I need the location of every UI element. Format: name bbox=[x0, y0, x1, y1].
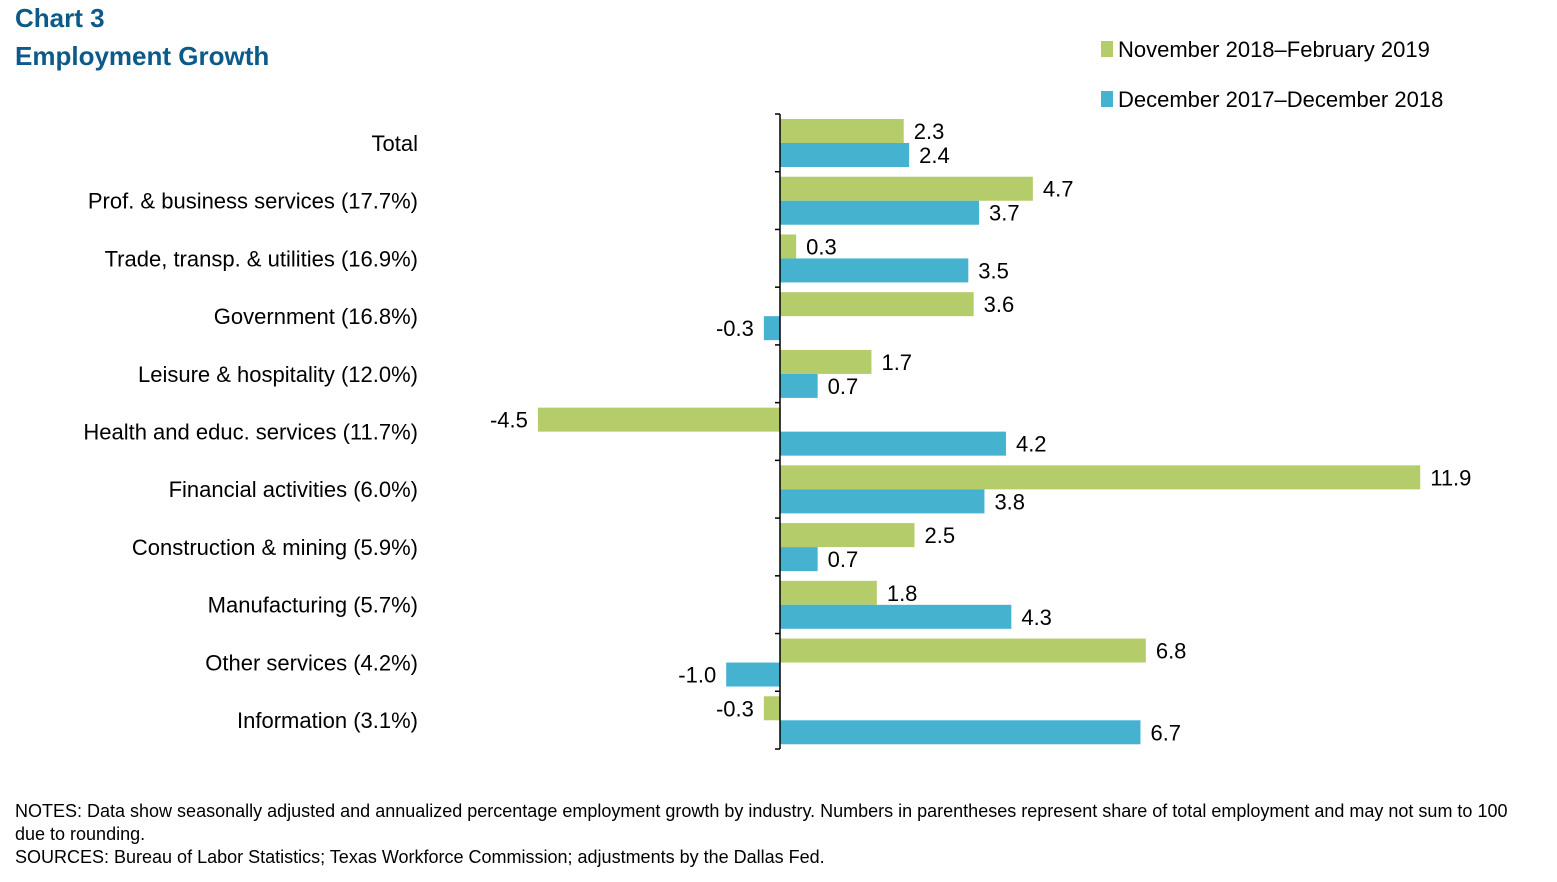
bar-nov2018-feb2019 bbox=[780, 638, 1146, 663]
bar-nov2018-feb2019 bbox=[780, 465, 1421, 490]
bar-dec2017-dec2018 bbox=[780, 547, 818, 572]
data-label: -1.0 bbox=[678, 663, 716, 688]
data-label: 2.4 bbox=[919, 143, 950, 168]
data-label: 3.5 bbox=[978, 258, 1009, 283]
category-label: Other services (4.2%) bbox=[205, 650, 418, 675]
data-label: 3.8 bbox=[994, 489, 1025, 514]
data-label: 2.3 bbox=[914, 119, 945, 144]
bar-dec2017-dec2018 bbox=[780, 373, 818, 398]
category-label: Prof. & business services (17.7%) bbox=[88, 189, 418, 214]
data-label: 4.7 bbox=[1043, 177, 1074, 202]
category-label: Manufacturing (5.7%) bbox=[208, 593, 418, 618]
category-label: Total bbox=[372, 131, 418, 156]
data-label: 0.3 bbox=[806, 234, 837, 259]
data-label: -4.5 bbox=[490, 408, 528, 433]
sources-text: SOURCES: Bureau of Labor Statistics; Tex… bbox=[15, 847, 825, 867]
data-label: 0.7 bbox=[828, 374, 859, 399]
category-label: Financial activities (6.0%) bbox=[169, 477, 418, 502]
category-label: Government (16.8%) bbox=[214, 304, 418, 329]
data-label: 1.8 bbox=[887, 581, 918, 606]
data-label: 2.5 bbox=[925, 523, 956, 548]
bar-dec2017-dec2018 bbox=[780, 258, 969, 283]
bar-nov2018-feb2019 bbox=[763, 696, 780, 721]
category-label: Information (3.1%) bbox=[237, 708, 418, 733]
bar-nov2018-feb2019 bbox=[780, 292, 974, 317]
data-label: 4.3 bbox=[1021, 605, 1052, 630]
bar-dec2017-dec2018 bbox=[780, 604, 1012, 629]
bar-dec2017-dec2018 bbox=[726, 662, 780, 687]
bar-nov2018-feb2019 bbox=[780, 580, 877, 605]
data-label: 3.7 bbox=[989, 201, 1020, 226]
bar-dec2017-dec2018 bbox=[763, 316, 780, 341]
chart-notes: NOTES: Data show seasonally adjusted and… bbox=[15, 800, 1535, 869]
data-label: 6.8 bbox=[1156, 639, 1187, 664]
bar-nov2018-feb2019 bbox=[780, 119, 904, 143]
data-label: -0.3 bbox=[716, 696, 754, 721]
bar-dec2017-dec2018 bbox=[780, 489, 985, 514]
bar-nov2018-feb2019 bbox=[537, 407, 780, 432]
legend-label-2: December 2017–December 2018 bbox=[1118, 87, 1443, 112]
notes-text: NOTES: Data show seasonally adjusted and… bbox=[15, 801, 1508, 844]
chart-number: Chart 3 bbox=[15, 3, 105, 33]
legend-swatch-2 bbox=[1101, 91, 1113, 107]
bar-nov2018-feb2019 bbox=[780, 234, 797, 259]
bar-nov2018-feb2019 bbox=[780, 176, 1033, 201]
category-label: Trade, transp. & utilities (16.9%) bbox=[105, 246, 418, 271]
data-label: 0.7 bbox=[828, 547, 859, 572]
data-label: 1.7 bbox=[881, 350, 912, 375]
data-label: 11.9 bbox=[1430, 465, 1471, 490]
category-label: Construction & mining (5.9%) bbox=[132, 535, 418, 560]
data-label: 3.6 bbox=[984, 292, 1015, 317]
bar-dec2017-dec2018 bbox=[780, 720, 1141, 745]
chart-title: Employment Growth bbox=[15, 41, 270, 71]
bar-nov2018-feb2019 bbox=[780, 349, 872, 374]
legend-swatch-1 bbox=[1101, 41, 1113, 57]
bar-nov2018-feb2019 bbox=[780, 523, 915, 548]
data-label: 6.7 bbox=[1150, 720, 1181, 745]
data-label: -0.3 bbox=[716, 316, 754, 341]
bar-dec2017-dec2018 bbox=[780, 143, 910, 167]
legend-label-1: November 2018–February 2019 bbox=[1118, 37, 1430, 62]
category-label: Leisure & hospitality (12.0%) bbox=[138, 362, 418, 387]
bar-chart: November 2018–February 2019 December 2017… bbox=[83, 37, 1471, 750]
bar-dec2017-dec2018 bbox=[780, 200, 980, 225]
bar-dec2017-dec2018 bbox=[780, 431, 1006, 456]
category-label: Health and educ. services (11.7%) bbox=[83, 420, 418, 445]
data-label: 4.2 bbox=[1016, 432, 1047, 457]
